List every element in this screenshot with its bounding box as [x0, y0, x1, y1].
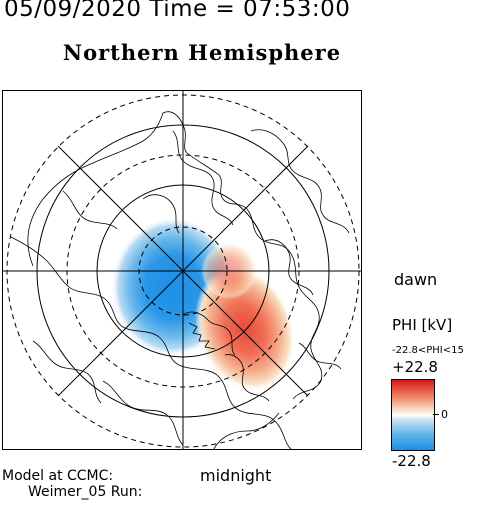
polar-map [2, 90, 362, 450]
colorbar-title: PHI [kV] [392, 316, 453, 334]
positive-potential-cell [194, 266, 296, 392]
colorbar-gradient [391, 379, 435, 451]
datetime-header: 05/09/2020 Time = 07:53:00 [4, 0, 351, 22]
colorbar-zero-label: 0 [441, 408, 448, 421]
colorbar-min-label: -22.8 [392, 452, 431, 470]
potential-cells [111, 217, 296, 392]
colorbar-zero-tick [433, 414, 439, 415]
colorbar-max-label: +22.8 [392, 358, 438, 376]
colorbar-range: -22.8<PHI<15 [392, 345, 464, 356]
meridians [3, 91, 361, 449]
hemisphere-title: Northern Hemisphere [62, 40, 342, 65]
model-label: Model at CCMC: [2, 468, 114, 484]
run-label: Weimer_05 Run: [28, 484, 143, 500]
dawn-label: dawn [394, 270, 438, 289]
polar-map-svg [3, 91, 361, 449]
coastlines [10, 111, 350, 449]
midnight-label: midnight [200, 466, 272, 485]
